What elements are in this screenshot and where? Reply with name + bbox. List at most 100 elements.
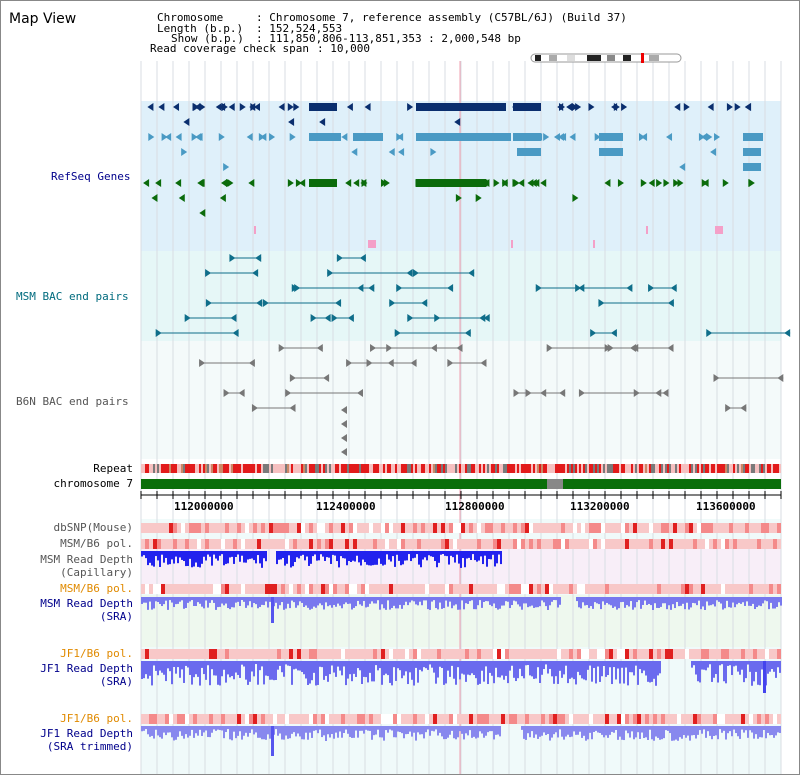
jf1-b6-pol-segment <box>301 714 305 724</box>
jf1-trimmed-depth-bar <box>385 726 387 731</box>
jf1-b6-pol-segment <box>685 714 689 724</box>
jf1-sra-depth-bar <box>241 661 243 665</box>
repeat-segment <box>409 464 411 473</box>
jf1-trimmed-depth-bar <box>545 726 547 736</box>
msm-sra-depth-bar <box>277 597 279 609</box>
jf1-b6-pol-segment <box>557 649 561 659</box>
msm-capillary-depth-bar <box>406 551 408 561</box>
track-label-msm-bac[interactable]: MSM BAC end pairs <box>16 290 129 303</box>
repeat-segment <box>261 464 263 473</box>
track-label-msm-b6-pol-1[interactable]: MSM/B6 pol. <box>60 537 133 550</box>
jf1-sra-depth-bar <box>727 661 729 666</box>
jf1-sra-depth-bar <box>537 661 539 668</box>
msm-sra-depth-bar <box>614 597 616 607</box>
msm-capillary-depth-bar <box>446 551 448 557</box>
msm-sra-depth-bar <box>620 597 622 603</box>
jf1-b6-pol-segment <box>709 714 713 724</box>
repeat-segment <box>329 464 331 473</box>
repeat-segment <box>379 464 381 473</box>
jf1-sra-depth-bar <box>397 661 399 669</box>
repeat-segment <box>729 464 731 473</box>
repeat-segment <box>715 464 717 473</box>
jf1-sra-depth-bar <box>405 661 407 672</box>
jf1-b6-pol-segment <box>741 714 745 724</box>
msm-sra-depth-bar <box>321 597 323 606</box>
jf1-b6-pol-segment <box>369 649 373 659</box>
track-label-jf1-b6-pol-1[interactable]: JF1/B6 pol. <box>60 647 133 660</box>
track-label-msm-depth-capillary[interactable]: MSM Read Depth <box>40 553 133 566</box>
msm-b6-pol-segment <box>473 584 477 594</box>
track-label-msm-depth-sra[interactable]: MSM Read Depth <box>40 597 133 610</box>
repeat-segment <box>769 464 771 473</box>
jf1-sra-depth-bar <box>221 661 223 677</box>
track-label-msm-b6-pol-2[interactable]: MSM/B6 pol. <box>60 582 133 595</box>
jf1-trimmed-depth-bar <box>339 726 341 732</box>
track-label-chromosome[interactable]: chromosome 7 <box>53 477 133 490</box>
repeat-segment <box>309 464 311 473</box>
jf1-sra-depth-bar <box>197 661 199 677</box>
repeat-segment <box>665 464 667 473</box>
dbsnp-segment <box>209 523 213 533</box>
dbsnp-segment <box>377 523 381 533</box>
msm-b6-pol-segment <box>277 584 281 594</box>
jf1-sra-depth-bar <box>769 661 771 672</box>
dbsnp-segment <box>761 523 765 533</box>
jf1-trimmed-depth-bar <box>285 726 287 736</box>
jf1-sra-depth-bar <box>509 661 511 671</box>
repeat-segment <box>627 464 629 473</box>
jf1-trimmed-depth-bar <box>203 726 205 733</box>
track-label-repeat[interactable]: Repeat <box>93 462 133 475</box>
jf1-sra-depth-bar <box>607 661 609 676</box>
msm-capillary-depth-bar <box>300 551 302 556</box>
dbsnp-segment <box>313 523 317 533</box>
track-label-refseq[interactable]: RefSeq Genes <box>51 170 131 183</box>
msm-capillary-depth-bar <box>290 551 292 568</box>
msm-sra-depth-bar <box>275 597 277 603</box>
jf1-b6-pol-segment <box>717 649 721 659</box>
jf1-sra-depth-bar <box>645 661 647 676</box>
msm-b6-pol-segment <box>305 584 309 594</box>
jf1-trimmed-depth-bar <box>771 726 773 736</box>
msm-b6-pol-segment <box>741 539 745 549</box>
b6n-bac-pair-end <box>278 344 285 352</box>
msm-b6-pol-segment <box>581 539 585 549</box>
track-label-dbsnp[interactable]: dbSNP(Mouse) <box>53 521 133 534</box>
repeat-segment <box>337 464 339 473</box>
msm-b6-pol-segment <box>613 539 617 549</box>
track-label-jf1-b6-pol-2[interactable]: JF1/B6 pol. <box>60 712 133 725</box>
msm-b6-pol-segment <box>185 584 189 594</box>
jf1-b6-pol-segment <box>589 714 593 724</box>
msm-b6-pol-segment <box>325 584 329 594</box>
msm-sra-depth-bar <box>269 597 271 602</box>
jf1-sra-depth-bar <box>251 661 253 672</box>
dbsnp-segment <box>681 523 685 533</box>
dbsnp-segment <box>665 523 669 533</box>
msm-capillary-depth-bar <box>460 551 462 568</box>
jf1-sra-depth-bar <box>737 661 739 672</box>
jf1-trimmed-depth-bar <box>315 726 317 731</box>
repeat-segment <box>175 464 177 473</box>
repeat-segment <box>203 464 205 473</box>
jf1-b6-pol-segment <box>777 649 781 659</box>
msm-b6-pol-segment <box>481 539 485 549</box>
jf1-sra-depth-bar <box>249 661 251 682</box>
track-label-b6n-bac[interactable]: B6N BAC end pairs <box>16 395 129 408</box>
jf1-trimmed-depth-bar <box>177 726 179 737</box>
jf1-sra-depth-bar <box>489 661 491 673</box>
gene-glyph <box>656 179 663 187</box>
repeat-segment <box>343 464 345 473</box>
msm-b6-pol-segment <box>665 539 669 549</box>
track-label-jf1-depth-trimmed[interactable]: JF1 Read Depth <box>40 727 133 740</box>
jf1-trimmed-depth-bar <box>361 726 363 731</box>
repeat-segment <box>571 464 573 473</box>
jf1-sra-depth-bar <box>477 661 479 685</box>
track-label-jf1-depth-sra[interactable]: JF1 Read Depth <box>40 662 133 675</box>
jf1-trimmed-depth-bar <box>435 726 437 730</box>
msm-sra-depth-bar <box>449 597 451 602</box>
msm-sra-depth-bar <box>149 597 151 602</box>
gene-block <box>517 148 541 156</box>
msm-sra-depth-bar <box>155 597 157 602</box>
msm-b6-pol-segment <box>393 539 397 549</box>
msm-capillary-depth-bar <box>183 551 185 562</box>
